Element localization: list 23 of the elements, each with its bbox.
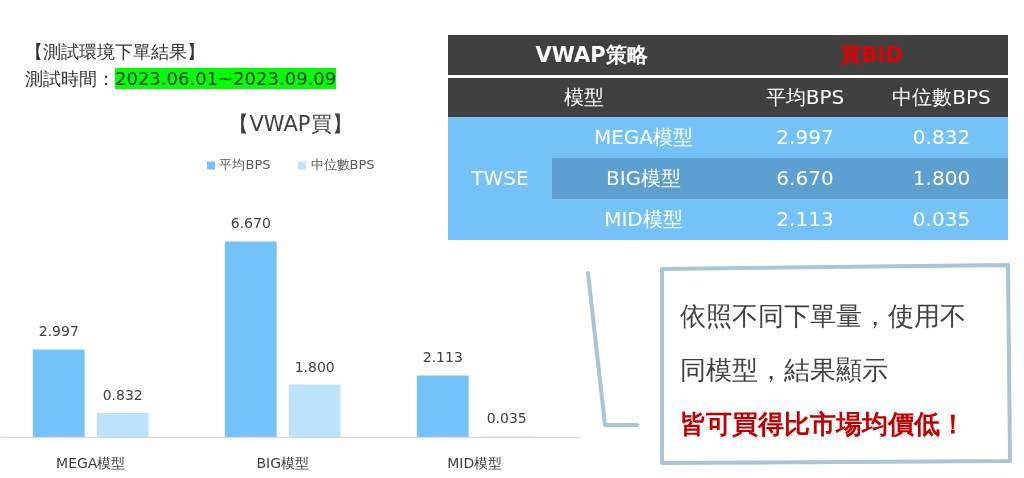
legend-label: 平均BPS — [219, 156, 271, 174]
table-row: MEGA模型 2.997 0.832 — [552, 117, 1008, 158]
x-tick-label: MID模型 — [447, 454, 503, 471]
chart-title: 【VWAP買】 — [228, 111, 353, 136]
table-header-row: VWAP策略 買BID — [448, 35, 1008, 75]
text: 依照不同下單量，使用不同模型，結果顯示 — [680, 301, 966, 385]
table-row: BIG模型 6.670 1.800 — [552, 158, 1008, 199]
data-label: 2.113 — [422, 349, 463, 366]
table-row-header: TWSE — [448, 117, 552, 240]
text: 測試時間： — [25, 68, 115, 89]
data-label: 6.670 — [230, 215, 271, 232]
table-header-row: 模型 平均BPS 中位數BPS — [448, 78, 1008, 117]
x-tick-label: BIG模型 — [256, 454, 310, 471]
text: 皆可買得比市場均價低！ — [680, 409, 966, 439]
x-tick-label: MEGA模型 — [56, 454, 126, 471]
data-label: 0.035 — [486, 410, 527, 427]
table-row: MID模型 2.113 0.035 — [552, 199, 1008, 240]
text: 【測試環境下單結果】 — [25, 40, 206, 64]
text: 2023.06.01~2023.09.09 — [115, 68, 337, 89]
data-label: 1.800 — [294, 358, 335, 375]
legend-label: 中位數BPS — [310, 156, 375, 174]
data-label: 2.997 — [38, 323, 79, 340]
data-label: 0.832 — [102, 387, 143, 404]
